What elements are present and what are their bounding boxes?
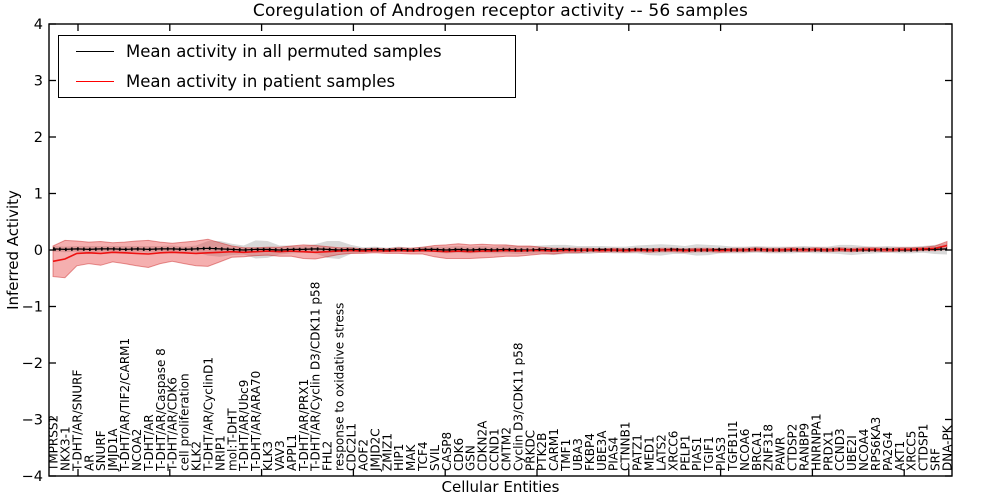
data-point-markers — [52, 246, 948, 252]
x-category-label: PAWR — [774, 437, 788, 471]
y-tick-label: −1 — [22, 300, 43, 316]
x-category-label: T-DHT/AR/Caspase 8 — [154, 348, 168, 472]
y-tick-label: −4 — [22, 469, 43, 485]
x-category-label: TMF1 — [559, 439, 573, 472]
x-category-label: PIAS4 — [607, 437, 621, 471]
x-category-label: CCND3 — [833, 428, 847, 471]
x-category-label: mol:T-DHT — [225, 408, 239, 471]
x-category-label: PELP1 — [678, 435, 692, 471]
legend: Mean activity in all permuted samples Me… — [58, 35, 516, 98]
legend-label-patient: Mean activity in patient samples — [126, 71, 396, 91]
x-category-label: CCND1 — [488, 428, 502, 471]
x-category-label: T-DHT/AR — [142, 414, 156, 472]
x-category-label: LATS2 — [654, 434, 668, 471]
x-category-label: T-DHT/AR/CDK6 — [166, 377, 180, 472]
x-category-label: DNA-PK — [941, 424, 955, 471]
x-category-label: TMPRSS2 — [47, 415, 61, 472]
x-category-label: CMTM2 — [499, 427, 513, 471]
legend-line-sample-red — [76, 80, 114, 82]
x-category-label: ZNF318 — [762, 424, 776, 471]
x-category-label: CTNNB1 — [619, 421, 633, 471]
x-category-label: MAK — [404, 443, 418, 471]
x-category-label: T-DHT/AR/CyclinD1 — [201, 357, 215, 472]
x-category-label: NRIP1 — [213, 435, 227, 471]
x-category-label: Cyclin D3/CDK11 p58 — [511, 342, 525, 471]
x-category-label: FHL2 — [321, 441, 335, 471]
x-category-label: TGFB1I1 — [726, 420, 740, 472]
x-category-label: response to oxidative stress — [333, 303, 347, 471]
x-category-label: CARM1 — [547, 428, 561, 471]
x-category-label: FKBP4 — [583, 433, 597, 471]
x-category-label: UBE3A — [595, 430, 609, 471]
x-category-label: T-DHT/AR/PRX1 — [297, 379, 311, 472]
x-category-label: VAV3 — [273, 440, 287, 471]
y-tick-label: 2 — [34, 130, 43, 146]
x-category-label: cell proliferation — [178, 373, 192, 471]
x-category-label: PA2G4 — [881, 432, 895, 471]
patient-std-band — [52, 238, 948, 279]
x-category-label: ZMIZ1 — [380, 433, 394, 471]
x-category-label: JMJD2C — [368, 428, 382, 472]
x-category-label: MED1 — [643, 436, 657, 471]
x-category-label: UBA3 — [571, 438, 585, 471]
x-category-label: CDKN2A — [476, 420, 490, 471]
legend-item-patient: Mean activity in patient samples — [59, 67, 515, 95]
x-category-label: HNRNPA1 — [809, 413, 823, 471]
x-category-label: PIAS1 — [690, 437, 704, 471]
x-category-label: CDC2L1 — [345, 423, 359, 471]
x-category-label: T-DHT/AR/TIF2/CARM1 — [118, 338, 132, 472]
legend-label-permuted: Mean activity in all permuted samples — [126, 42, 442, 62]
x-category-label: SVIL — [428, 445, 442, 471]
x-category-label: PRKDC — [523, 430, 537, 471]
x-category-label: TCF4 — [416, 441, 430, 472]
x-category-label: AR — [82, 454, 96, 471]
x-category-label: PTK2B — [535, 433, 549, 471]
x-category-label: CTDSP1 — [917, 424, 931, 471]
x-category-label: NKX3-1 — [58, 426, 72, 471]
x-category-label: KLK3 — [261, 441, 275, 471]
x-category-label: T-DHT/AR/Ubc9 — [237, 380, 251, 472]
x-category-label: APPL1 — [285, 434, 299, 471]
x-category-label: SRF — [929, 448, 943, 471]
x-category-label: PRDX1 — [821, 430, 835, 471]
y-tick-label: 0 — [34, 243, 43, 259]
x-category-label: CASP8 — [440, 432, 454, 471]
x-category-label: RPS6KA3 — [869, 417, 883, 471]
x-category-label: XRCC5 — [905, 431, 919, 471]
x-category-label: JMJD1A — [106, 428, 120, 472]
x-category-label: XRCC6 — [666, 431, 680, 471]
x-category-label: NCOA4 — [857, 429, 871, 471]
x-category-label: AKT1 — [893, 441, 907, 471]
y-axis-label: Inferred Activity — [4, 190, 22, 310]
x-category-label: KLK2 — [190, 441, 204, 471]
x-category-label: NCOA6 — [738, 429, 752, 471]
x-category-label: SNURF — [94, 430, 108, 471]
x-category-label: HIP1 — [392, 444, 406, 471]
x-category-label: T-DHT/AR/ARA70 — [249, 371, 263, 472]
x-category-label: PATZ1 — [631, 434, 645, 471]
y-tick-label: 1 — [34, 187, 43, 203]
x-category-label: T-DHT/AR/SNURF — [70, 370, 84, 473]
x-category-label: UBE2I — [845, 435, 859, 471]
x-axis-label: Cellular Entities — [441, 478, 560, 496]
y-tick-label: 4 — [34, 17, 43, 33]
x-category-label: RANBP9 — [797, 423, 811, 471]
y-tick-label: −3 — [22, 413, 43, 429]
x-category-label: AOF2 — [356, 439, 370, 471]
x-category-label: PIAS3 — [714, 437, 728, 471]
x-category-label: GSN — [464, 445, 478, 471]
x-category-label: TGIF1 — [702, 436, 716, 472]
y-tick-label: −2 — [22, 356, 43, 372]
chart-title: Coregulation of Androgen receptor activi… — [252, 1, 749, 21]
x-category-label: T-DHT/AR/Cyclin D3/CDK11 p58 — [309, 282, 323, 472]
legend-item-permuted: Mean activity in all permuted samples — [59, 38, 515, 66]
x-category-label: NCOA2 — [130, 429, 144, 471]
x-category-label: BRCA1 — [750, 431, 764, 471]
x-category-label: CTDSP2 — [786, 424, 800, 471]
y-tick-label: 3 — [34, 74, 43, 90]
legend-line-sample-black — [76, 51, 114, 53]
x-category-label: CDK6 — [452, 438, 466, 471]
